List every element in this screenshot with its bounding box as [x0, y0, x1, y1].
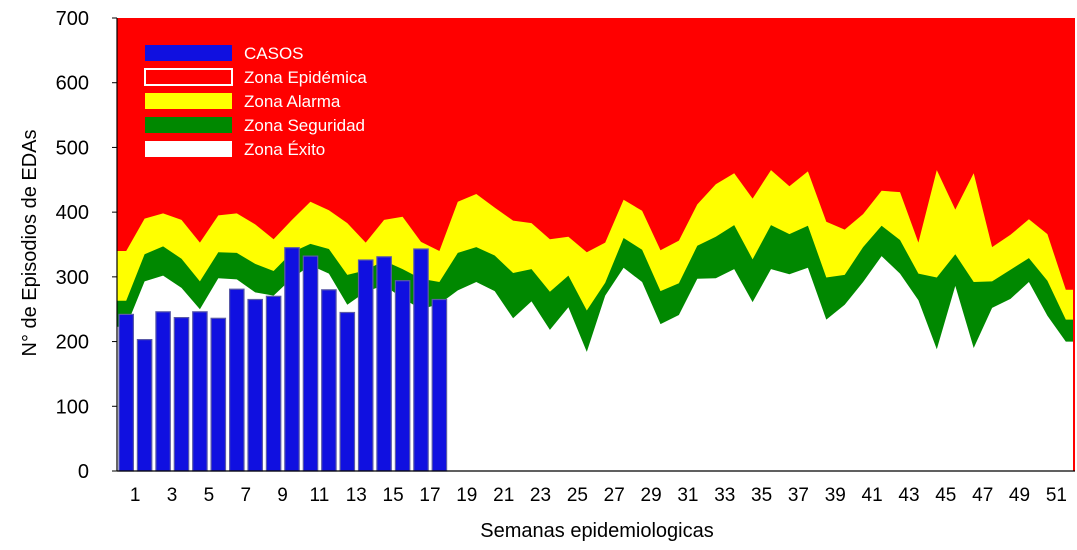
legend-label: Zona Seguridad — [244, 116, 365, 135]
x-tick-label: 33 — [714, 485, 735, 506]
y-tick-label: 400 — [56, 202, 89, 224]
y-axis-title: N° de Episodios de EDAs — [19, 129, 41, 356]
bar-casos-week-6 — [210, 317, 227, 472]
bar-casos-week-16 — [394, 280, 411, 472]
legend-label: CASOS — [244, 44, 304, 63]
x-tick-label: 47 — [972, 485, 993, 506]
x-tick-label: 49 — [1009, 485, 1030, 506]
x-tick-label: 51 — [1046, 485, 1067, 506]
x-tick-label: 13 — [346, 485, 367, 506]
legend-swatch — [145, 117, 232, 133]
x-tick-label: 9 — [277, 485, 288, 506]
bar-casos-week-11 — [302, 255, 319, 472]
plot-area — [117, 18, 1075, 472]
bar-casos-week-5 — [192, 311, 208, 472]
bar-casos-week-14 — [357, 259, 374, 472]
bar-casos-week-12 — [321, 289, 337, 472]
x-tick-label: 3 — [167, 485, 178, 506]
x-tick-label: 17 — [419, 485, 440, 506]
x-tick-label: 23 — [530, 485, 551, 506]
bar-casos-week-13 — [339, 311, 356, 472]
legend-label: Zona Epidémica — [244, 68, 367, 87]
y-tick-label: 500 — [56, 137, 89, 159]
bar-casos-week-1 — [118, 313, 134, 472]
legend-swatch — [144, 68, 233, 86]
y-tick-label: 200 — [56, 332, 89, 354]
x-tick-label: 19 — [456, 485, 477, 506]
legend-swatch — [145, 141, 232, 157]
bar-casos-week-2 — [136, 339, 153, 472]
legend-label: Zona Éxito — [244, 140, 325, 159]
bar-casos-week-17 — [413, 248, 429, 472]
x-tick-label: 31 — [677, 485, 698, 506]
x-tick-label: 21 — [493, 485, 514, 506]
x-tick-label: 35 — [751, 485, 772, 506]
area-zona-exito — [117, 256, 1073, 471]
bar-casos-week-10 — [284, 247, 300, 472]
bar-casos-week-4 — [173, 317, 190, 472]
bar-casos-week-9 — [265, 295, 282, 472]
x-tick-label: 5 — [204, 485, 215, 506]
x-axis-title: Semanas epidemiologicas — [480, 520, 713, 542]
y-tick-label: 700 — [56, 8, 89, 30]
y-tick-label: 300 — [56, 267, 89, 289]
legend-label: Zona Alarma — [244, 92, 341, 111]
x-tick-label: 29 — [641, 485, 662, 506]
y-tick-label: 600 — [56, 73, 89, 95]
bar-casos-week-8 — [247, 298, 263, 472]
x-tick-label: 11 — [310, 485, 330, 506]
y-tick-label: 0 — [78, 461, 89, 483]
x-tick-label: 43 — [898, 485, 919, 506]
x-tick-label: 37 — [788, 485, 809, 506]
x-tick-label: 27 — [604, 485, 625, 506]
bar-casos-week-3 — [155, 311, 171, 472]
x-tick-label: 25 — [567, 485, 588, 506]
y-tick-label: 100 — [56, 396, 89, 418]
legend: CASOS Zona Epidémica Zona Alarma Zona Segur… — [144, 44, 367, 159]
legend-swatch — [145, 93, 232, 109]
x-tick-label: 41 — [862, 485, 883, 506]
x-tick-label: 39 — [825, 485, 846, 506]
bar-casos-week-7 — [229, 288, 245, 472]
x-tick-label: 15 — [383, 485, 404, 506]
bar-casos-week-15 — [376, 256, 392, 472]
x-tick-label: 7 — [241, 485, 252, 506]
legend-swatch — [145, 45, 232, 61]
x-tick-label: 45 — [935, 485, 956, 506]
x-tick-label: 1 — [130, 485, 141, 506]
bar-casos-week-18 — [431, 298, 448, 472]
